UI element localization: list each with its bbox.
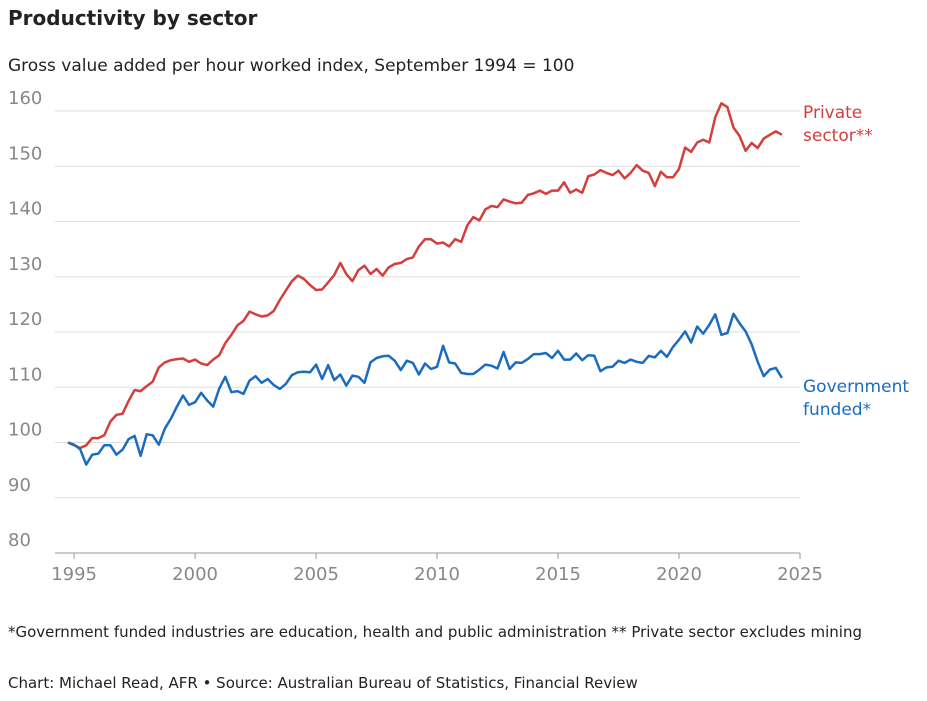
series-label: Government funded* [803,376,910,420]
y-tick-label: 120 [8,309,42,330]
y-tick-label: 90 [8,475,31,496]
x-tick-label: 2015 [535,564,581,585]
x-tick-label: 2005 [293,564,339,585]
series-line [67,312,783,466]
y-tick-label: 150 [8,143,42,164]
x-tick-label: 1995 [51,564,97,585]
source: Chart: Michael Read, AFR • Source: Austr… [8,674,638,692]
series-line [67,102,783,450]
y-tick-label: 100 [8,420,42,441]
chart-title: Productivity by sector [8,6,258,30]
chart-subtitle: Gross value added per hour worked index,… [8,56,575,76]
y-tick-label: 80 [8,530,31,551]
x-tick-label: 2000 [172,564,218,585]
y-tick-label: 140 [8,199,42,220]
y-tick-label: 160 [8,88,42,109]
series-label: Private sector** [803,102,873,146]
footnote: *Government funded industries are educat… [8,623,862,641]
x-tick-label: 2020 [656,564,702,585]
x-tick-label: 2025 [777,564,823,585]
y-tick-label: 130 [8,254,42,275]
y-tick-label: 110 [8,364,42,385]
x-tick-label: 2010 [414,564,460,585]
